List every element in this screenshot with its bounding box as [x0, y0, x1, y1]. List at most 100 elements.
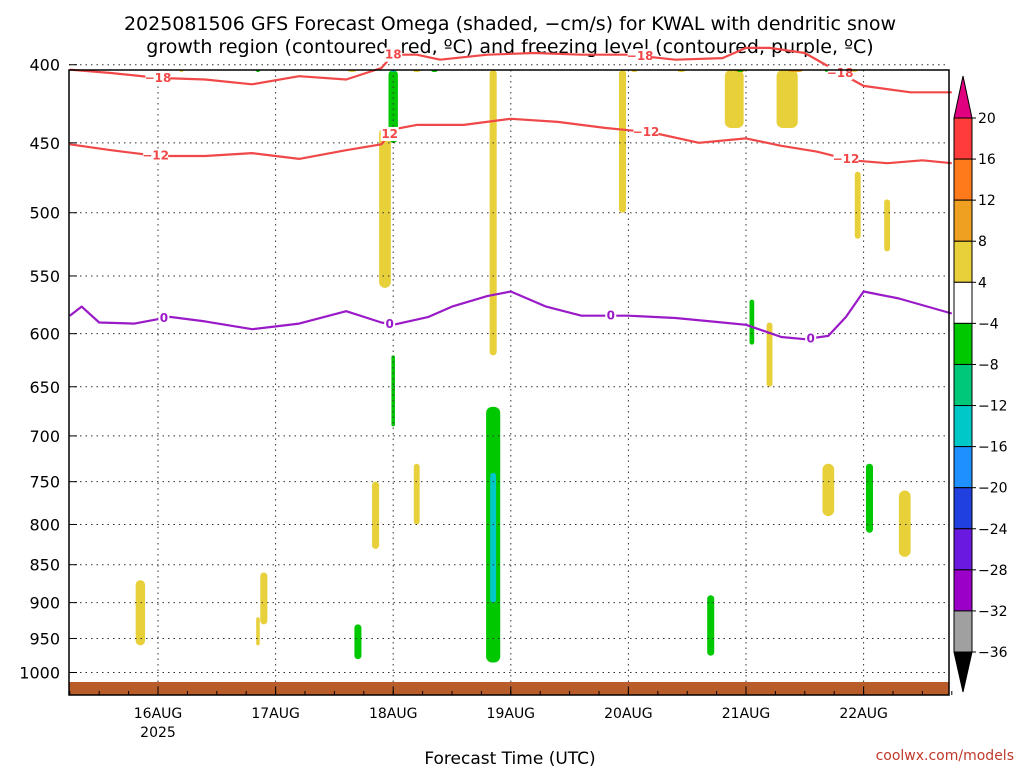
colorbar-box-0: [953, 117, 973, 160]
colorbar-label-9: −20: [978, 481, 1008, 497]
ytick-label-750: 750: [29, 473, 60, 492]
omega-shade-11: [776, 70, 798, 128]
ytick-label-600: 600: [29, 325, 60, 344]
colorbar-label-2: 12: [978, 193, 996, 209]
terrain-surface: [69, 682, 949, 695]
contour-label--12-3: −12: [833, 152, 860, 166]
xtick-label-18AUG: 18AUG: [369, 706, 418, 722]
contour-label-0-0: 0: [160, 311, 168, 325]
omega-shade-7: [618, 70, 627, 213]
omega-shade-25: [256, 617, 260, 646]
colorbar-label-10: −24: [978, 522, 1008, 538]
colorbar-box-4: [953, 281, 973, 324]
omega-shade-31: [749, 299, 755, 345]
xtick-sublabel-year: 2025: [140, 725, 176, 741]
omega-shade-21: [354, 624, 362, 660]
ytick-label-450: 450: [29, 134, 60, 153]
contour-label-bg: [633, 124, 659, 139]
colorbar-box-3: [953, 240, 973, 283]
ytick-label-850: 850: [29, 556, 60, 575]
omega-shade-30: [766, 322, 773, 387]
omega-shade-17: [490, 472, 497, 603]
colorbar-box-8: [953, 446, 973, 489]
colorbar-box-12: [953, 610, 973, 653]
omega-shade-28: [865, 463, 874, 533]
ytick-label-700: 700: [29, 427, 60, 446]
colorbar-box-5: [953, 322, 973, 365]
ytick-label-1000: 1000: [19, 664, 60, 683]
colorbar-box-11: [953, 569, 973, 612]
colorbar-box-7: [953, 405, 973, 448]
contour-label-bg: [833, 151, 859, 166]
x-axis-label: Forecast Time (UTC): [424, 749, 595, 768]
colorbar-box-10: [953, 528, 973, 571]
omega-shade-27: [822, 463, 835, 517]
colorbar-box-6: [953, 363, 973, 407]
contour-label-bg: [158, 311, 170, 326]
omega-shade-19: [372, 481, 380, 549]
contour-line-0: [69, 290, 953, 341]
omega-shade-18: [379, 127, 391, 288]
chart-title-line2: growth region (contoured, red, ºC) and f…: [146, 36, 873, 58]
omega-shade-23: [135, 580, 146, 646]
plot-border: [68, 69, 950, 696]
chart-title-line1: 2025081506 GFS Forecast Omega (shaded, −…: [124, 13, 896, 35]
colorbar-legend: 20 16 12 8 4 −4 −8 −12 −16 −20 −24 −28 −32 −36: [953, 75, 1008, 693]
ytick-label-400: 400: [29, 56, 60, 75]
colorbar-label-3: 8: [978, 234, 987, 250]
omega-shade-1: [388, 70, 398, 143]
contour-label--12-1: 12: [381, 127, 398, 141]
contour-label--18-1: 18: [385, 48, 402, 62]
omega-shade-33: [854, 171, 861, 239]
contour-label-0-2: 0: [607, 309, 615, 323]
omega-shade-9: [724, 70, 744, 128]
contour-label-bg: [384, 317, 396, 332]
contour-line--12: [69, 117, 952, 165]
ytick-label-550: 550: [29, 267, 60, 286]
contour-label--18-3: −18: [827, 66, 854, 80]
colorbar-box-2: [953, 199, 973, 242]
contour-label-bg: [143, 148, 169, 163]
plot-background: [69, 70, 949, 695]
contour-label-bg: [805, 331, 817, 346]
xtick-label-21AUG: 21AUG: [722, 706, 771, 722]
colorbar-label-8: −16: [978, 440, 1008, 456]
omega-shade-32: [884, 199, 891, 252]
colorbar-label-1: 16: [978, 152, 996, 168]
contour-label-bg: [380, 126, 399, 141]
terrain-band: [69, 682, 949, 695]
contour-label-bg: [627, 48, 653, 63]
colorbar-label-7: −12: [978, 399, 1008, 415]
colorbar-label-12: −32: [978, 604, 1008, 620]
colorbar-bottom-arrow: [953, 651, 973, 693]
colorbar-label-11: −28: [978, 563, 1008, 579]
y-axis-pressure: 2503003504004505005506006507007508008509…: [19, 56, 77, 683]
contour-label--18-2: −18: [627, 49, 654, 63]
contour-label-0-1: 0: [385, 317, 393, 331]
ytick-label-800: 800: [29, 515, 60, 534]
contour-label--12-2: −12: [633, 125, 660, 139]
colorbar-label-13: −36: [978, 645, 1008, 661]
ytick-label-950: 950: [29, 629, 60, 648]
xtick-label-20AUG: 20AUG: [604, 706, 653, 722]
colorbar-label-0: 20: [978, 111, 996, 127]
colorbar-label-4: 4: [978, 275, 987, 291]
xtick-label-22AUG: 22AUG: [839, 706, 888, 722]
omega-shade-20: [413, 463, 420, 525]
colorbar-label-5: −4: [978, 316, 999, 332]
omega-shade-24: [260, 572, 268, 625]
colorbar-top-arrow: [953, 75, 973, 119]
gridlines: [69, 64, 949, 695]
ytick-label-650: 650: [29, 378, 60, 397]
ytick-label-900: 900: [29, 594, 60, 613]
contour-line--18: [69, 46, 952, 94]
x-axis-time: 16AUG 2025 17AUG 18AUG 19AUG 20AUG 21AUG 22AUG: [69, 687, 953, 741]
plot-area: −18 18 −18 −18 −12 12 −12 −12 0 0 0 0: [68, 46, 953, 696]
omega-shade-22: [391, 355, 395, 427]
omega-shade-26: [707, 595, 715, 656]
xtick-label-19AUG: 19AUG: [487, 706, 536, 722]
omega-shading: [135, 70, 911, 663]
colorbar-label-6: −8: [978, 357, 999, 373]
contour-label--12-0: −12: [142, 149, 169, 163]
